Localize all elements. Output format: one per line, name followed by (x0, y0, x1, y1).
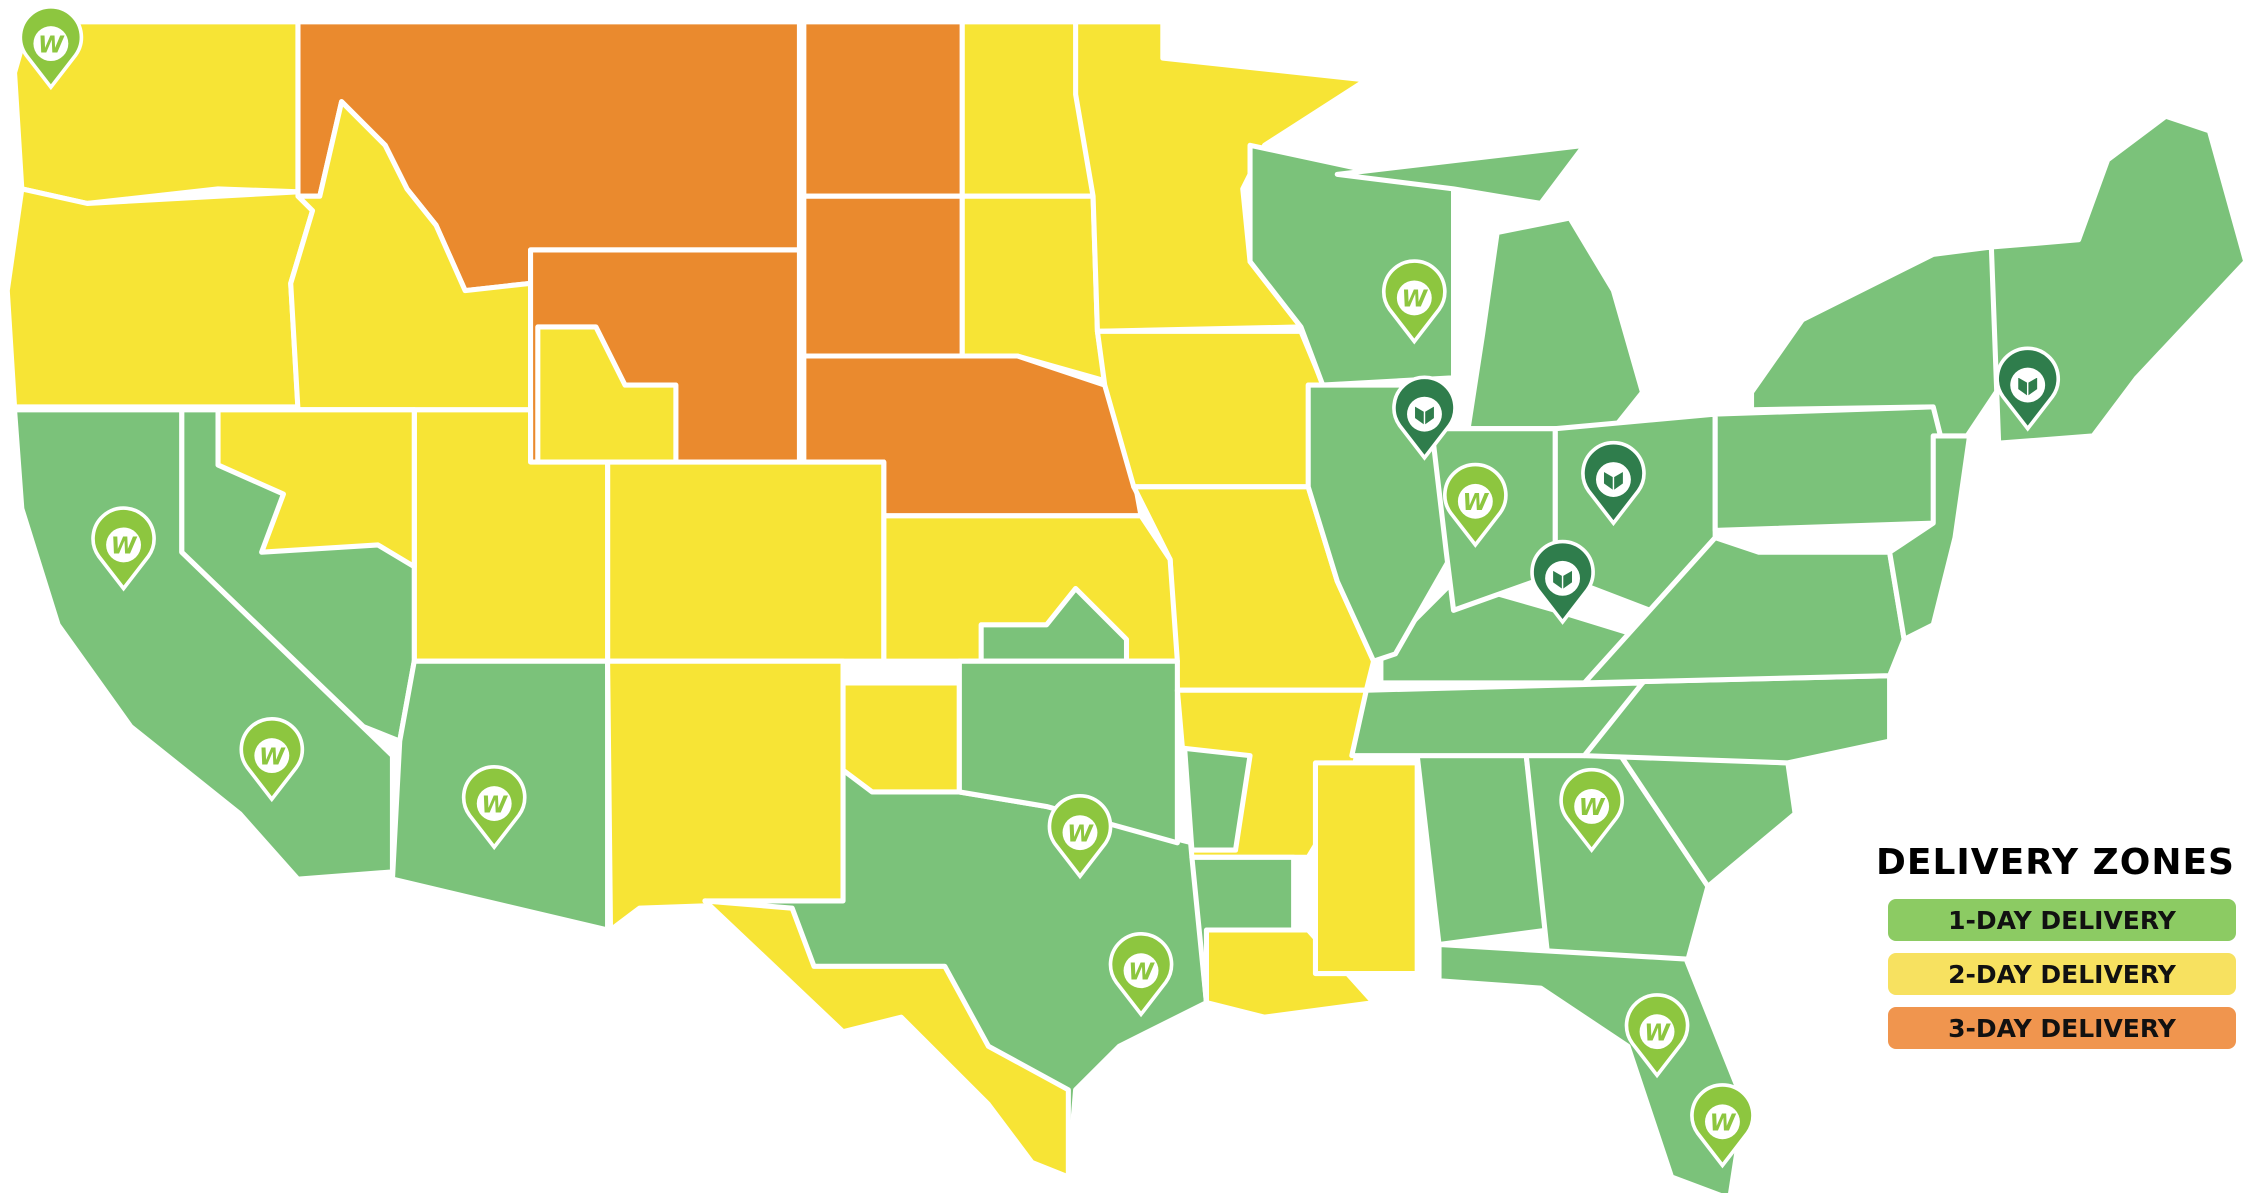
state-pa (1712, 404, 1958, 533)
state-or (4, 186, 316, 410)
w-logo-pin-icon[interactable]: W (91, 506, 156, 592)
w-logo-pin-icon[interactable]: W (1624, 993, 1690, 1079)
state-mi-up (1334, 142, 1587, 206)
w-letter: W (1579, 794, 1606, 821)
w-letter: W (1128, 958, 1155, 985)
state-mi (1465, 215, 1646, 432)
legend-title: DELIVERY ZONES (1876, 842, 2235, 883)
box-icon (1551, 568, 1574, 591)
w-logo-pin-icon[interactable]: W (18, 4, 84, 91)
legend-item-3-day: 3-DAY DELIVERY (1888, 1007, 2236, 1049)
legend-item-1-day: 1-DAY DELIVERY (1888, 899, 2236, 941)
w-letter: W (259, 743, 286, 770)
legend: DELIVERY ZONES 1-DAY DELIVERY 2-DAY DELI… (1876, 842, 2248, 1061)
box-pin-icon[interactable] (1581, 440, 1646, 527)
w-logo-pin-icon[interactable]: W (1047, 794, 1113, 880)
state-co (605, 459, 887, 664)
state-nv-y (215, 407, 417, 570)
w-letter: W (1644, 1019, 1671, 1046)
state-nd-w (801, 19, 965, 199)
w-letter: W (1463, 489, 1490, 516)
w-letter: W (111, 533, 138, 560)
box-icon (1602, 470, 1625, 493)
state-sd-e (959, 193, 1108, 384)
state-ms (1312, 760, 1420, 977)
state-sd-w (801, 193, 965, 359)
w-logo-pin-icon[interactable]: W (461, 764, 527, 851)
state-la-y (1203, 927, 1377, 1020)
state-id (288, 99, 534, 413)
legend-item-2-day: 2-DAY DELIVERY (1888, 953, 2236, 995)
box-icon (1413, 404, 1436, 427)
w-logo-pin-icon[interactable]: W (1108, 932, 1174, 1018)
w-logo-pin-icon[interactable]: W (239, 716, 305, 803)
w-logo-pin-icon[interactable]: W (1690, 1083, 1755, 1169)
state-mn (1073, 19, 1369, 334)
box-pin-icon[interactable] (1392, 375, 1457, 461)
box-pin-icon[interactable] (1995, 346, 2061, 432)
box-icon (2016, 375, 2039, 398)
pins: W W W W W W W W W W W (18, 4, 2061, 1169)
w-logo-pin-icon[interactable]: W (1443, 462, 1508, 548)
w-letter: W (1401, 286, 1428, 313)
w-letter: W (481, 791, 508, 818)
state-fl (1436, 941, 1747, 1193)
w-letter: W (1067, 820, 1094, 847)
w-letter: W (38, 31, 65, 58)
state-nm (605, 658, 846, 933)
state-nj-md (1887, 433, 1973, 642)
w-logo-pin-icon[interactable]: W (1559, 767, 1624, 854)
state-tx-s (702, 898, 1071, 1180)
w-logo-pin-icon[interactable]: W (1381, 259, 1447, 345)
state-tx-pan (840, 680, 962, 795)
w-letter: W (1710, 1110, 1737, 1137)
box-pin-icon[interactable] (1530, 539, 1595, 625)
state-ar-g (1182, 745, 1253, 853)
